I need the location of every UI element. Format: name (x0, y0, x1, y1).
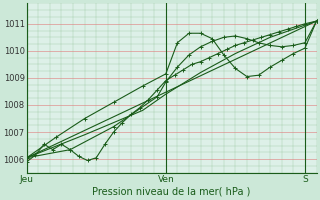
X-axis label: Pression niveau de la mer( hPa ): Pression niveau de la mer( hPa ) (92, 187, 251, 197)
